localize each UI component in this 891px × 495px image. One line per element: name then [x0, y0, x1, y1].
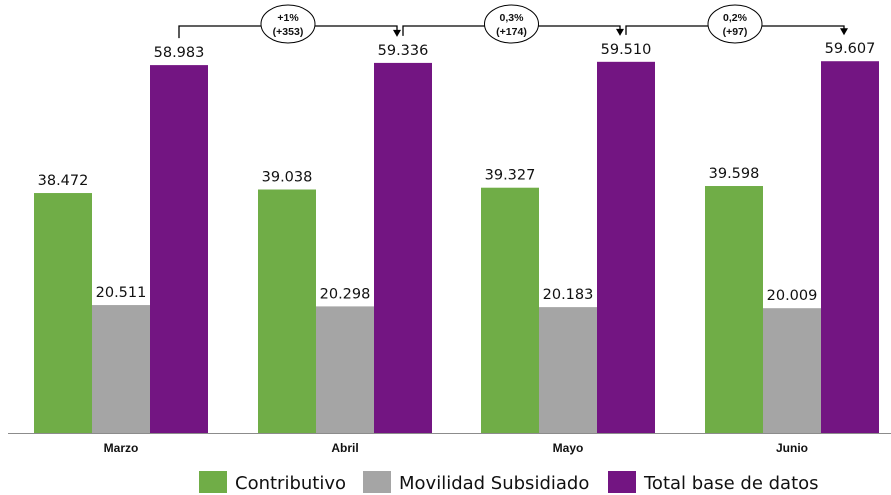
legend-label-total-base-de-datos: Total base de datos [643, 473, 819, 494]
annotation-ellipse [707, 4, 763, 44]
data-label-contributivo-mayo: 39.327 [485, 168, 536, 184]
data-label-total-base-de-datos-marzo: 58.983 [154, 45, 205, 61]
data-label-contributivo-junio: 39.598 [709, 166, 760, 182]
annotation-ellipse [260, 4, 316, 44]
data-label-movilidad-subsidiado-junio: 20.009 [767, 288, 818, 304]
x-tick-label-marzo: Marzo [104, 441, 139, 455]
legend-item-contributivo: Contributivo [199, 471, 346, 494]
bar-movilidad-subsidiado-marzo [92, 305, 150, 433]
annotation-arrowhead [840, 28, 848, 36]
change-annotation-1: +1% (+353) [178, 4, 401, 44]
legend-label-movilidad-subsidiado: Movilidad Subsidiado [399, 473, 589, 494]
bar-movilidad-subsidiado-mayo [539, 307, 597, 433]
annotation-percent-text: 0,2% [723, 12, 748, 24]
data-label-contributivo-abril: 39.038 [262, 170, 313, 186]
bar-total-base-de-datos-abril [374, 62, 432, 434]
bar-total-base-de-datos-mayo [597, 61, 655, 434]
bar-contributivo-junio [705, 186, 763, 433]
legend-swatch-contributivo [199, 471, 227, 493]
bar-total-base-de-datos-junio [821, 61, 879, 434]
data-label-total-base-de-datos-junio: 59.607 [825, 41, 876, 57]
bar-contributivo-abril [258, 189, 316, 433]
data-label-movilidad-subsidiado-mayo: 20.183 [543, 287, 594, 303]
bar-contributivo-marzo [34, 193, 92, 433]
x-tick-label-junio: Junio [776, 441, 808, 455]
data-label-total-base-de-datos-abril: 59.336 [378, 43, 429, 59]
annotation-ellipse [484, 4, 539, 44]
data-label-movilidad-subsidiado-abril: 20.298 [320, 286, 371, 302]
bar-movilidad-subsidiado-abril [316, 306, 374, 433]
annotation-count-text: (+97) [723, 26, 748, 38]
change-annotation-3: 0,2% (+97) [625, 4, 848, 44]
x-tick-label-abril: Abril [331, 441, 358, 455]
data-label-total-base-de-datos-mayo: 59.510 [601, 42, 652, 58]
bar-total-base-de-datos-marzo [150, 65, 208, 434]
data-label-movilidad-subsidiado-marzo: 20.511 [96, 285, 147, 301]
change-annotation-2: 0,3% (+174) [402, 4, 624, 44]
bar-contributivo-mayo [481, 187, 539, 433]
annotation-arrowhead [616, 28, 624, 36]
annotation-percent-text: +1% [277, 12, 299, 24]
annotation-count-text: (+353) [273, 26, 304, 38]
data-label-contributivo-marzo: 38.472 [38, 173, 89, 189]
x-tick-label-mayo: Mayo [553, 441, 584, 455]
legend-swatch-movilidad-subsidiado [363, 471, 391, 493]
annotation-count-text: (+174) [496, 26, 527, 38]
bar-movilidad-subsidiado-junio [763, 308, 821, 433]
legend-swatch-total-base-de-datos [608, 471, 636, 493]
annotation-percent-text: 0,3% [500, 12, 525, 24]
legend-label-contributivo: Contributivo [235, 473, 346, 494]
legend-item-movilidad-subsidiado: Movilidad Subsidiado [363, 471, 589, 494]
annotation-arrowhead [393, 29, 401, 37]
legend-item-total-base-de-datos: Total base de datos [608, 471, 819, 494]
